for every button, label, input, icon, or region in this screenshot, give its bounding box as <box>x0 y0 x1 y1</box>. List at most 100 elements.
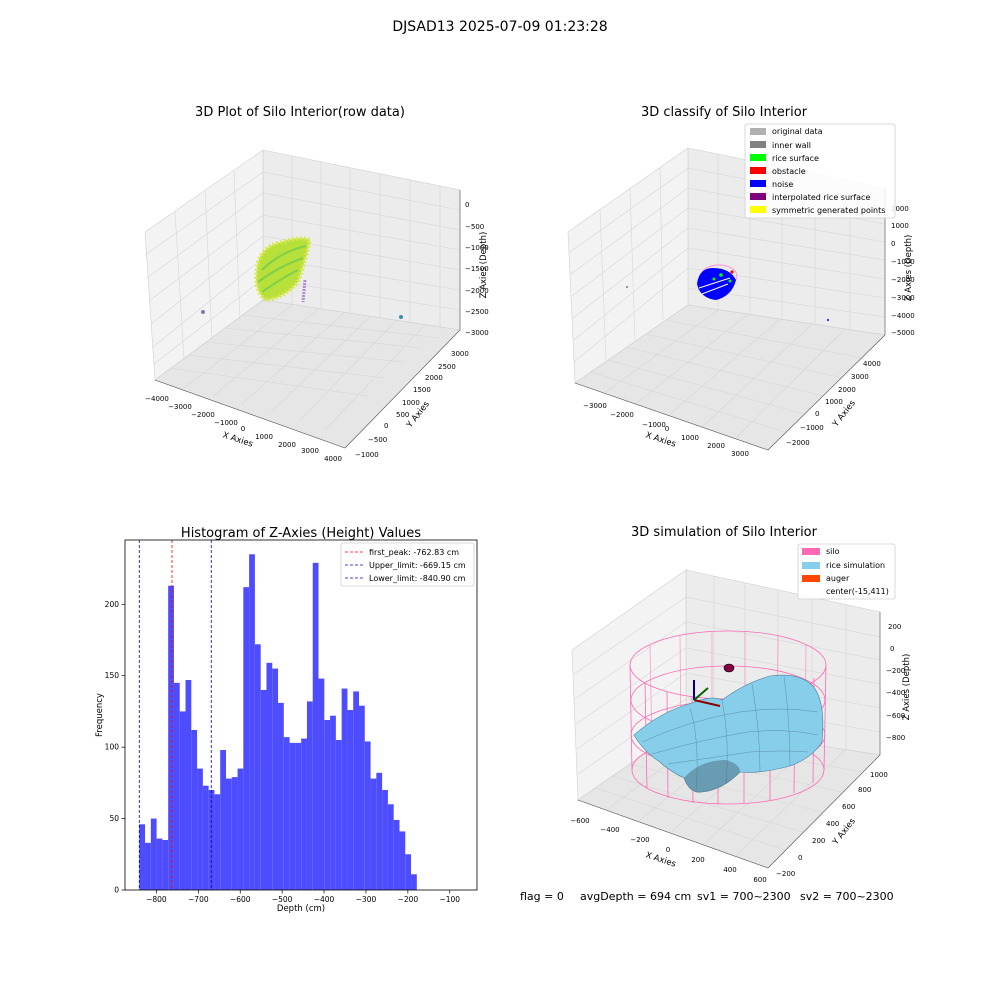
raw-x-tick: −4000 <box>145 395 169 403</box>
simulation-z-tick: −600 <box>886 712 905 720</box>
classify-x-tick: −2000 <box>610 411 634 419</box>
legend-swatch-symmetric <box>750 206 766 213</box>
legend-swatch-interpolated <box>750 193 766 200</box>
histogram-bar <box>306 701 313 890</box>
histogram-bar <box>283 737 290 890</box>
histogram-bar <box>278 702 284 890</box>
raw-z-label: Z Axies (Depth) <box>479 232 489 299</box>
histogram-legend-label: Upper_limit: -669.15 cm <box>369 561 466 570</box>
classify-axes-box: −3000 −2000 −1000 0 1000 2000 3000 X Axi… <box>567 123 915 458</box>
histogram-y-tick-label: 100 <box>105 743 120 752</box>
histogram-bar <box>254 644 261 890</box>
simulation-x-tick: 400 <box>723 866 736 874</box>
legend-label-interpolated: interpolated rice surface <box>772 193 870 202</box>
raw-axes-box: −4000 −3000 −2000 −1000 0 1000 2000 3000… <box>144 149 489 463</box>
simulation-x-tick: 0 <box>666 846 670 854</box>
raw-x-label: X Axies <box>221 430 254 449</box>
simulation-x-tick: 200 <box>691 856 704 864</box>
legend-label-rice: rice simulation <box>826 561 885 570</box>
histogram-bar <box>156 838 163 890</box>
rice-surface-shadow <box>684 760 740 793</box>
classify-x-tick: 0 <box>665 425 669 433</box>
simulation-z-tick: −800 <box>886 734 905 742</box>
histogram-bar <box>301 738 307 890</box>
histogram-bar <box>191 730 198 890</box>
classify-y-tick: 4000 <box>863 360 881 368</box>
histogram-bars <box>139 554 417 890</box>
histogram-bar <box>220 750 226 890</box>
raw-z-tick: −2500 <box>465 308 489 316</box>
simulation-z-axis: −800 −600 −400 −200 0 200 Z Axies (Depth… <box>879 612 912 755</box>
legend-swatch-original-data <box>750 128 766 135</box>
legend-swatch-auger <box>802 575 820 582</box>
legend-label-inner-wall: inner wall <box>772 141 811 150</box>
classify-z-tick: −3000 <box>891 294 915 302</box>
histogram-bar <box>272 668 279 890</box>
raw-point-cloud <box>201 236 403 319</box>
histogram-bar <box>393 820 400 890</box>
raw-z-tick: −1000 <box>465 244 489 252</box>
histogram-y-ticks: 0 50 100 150 200 <box>105 600 125 895</box>
raw-y-axis: −1000 −500 0 500 1000 1500 2000 2500 300… <box>344 329 469 459</box>
status-sv1: sv1 = 700~2300 <box>697 890 791 903</box>
simulation-y-tick: 400 <box>826 820 839 828</box>
histogram-bar <box>330 715 336 890</box>
classify-title: 3D classify of Silo Interior <box>641 105 808 120</box>
simulation-y-tick: 800 <box>858 786 871 794</box>
classify-z-tick: −4000 <box>891 312 915 320</box>
legend-label-obstacle: obstacle <box>772 167 806 176</box>
histogram-bar <box>364 741 371 890</box>
status-avg-depth: avgDepth = 694 cm <box>580 890 691 903</box>
raw-y-tick: −1000 <box>355 451 379 459</box>
simulation-z-tick: −400 <box>886 689 905 697</box>
classify-rice-surface-point <box>728 279 732 283</box>
raw-z-tick: −1500 <box>465 265 489 273</box>
histogram-bar <box>387 804 394 890</box>
classify-z-axis: −5000 −4000 −3000 −2000 −1000 0 1000 200… <box>884 188 915 337</box>
histogram-bar <box>399 831 406 890</box>
raw-x-tick: −3000 <box>168 403 192 411</box>
simulation-z-tick: 0 <box>890 645 894 653</box>
raw-z-tick: −2000 <box>465 287 489 295</box>
raw-vertical-column <box>301 279 307 303</box>
raw-x-tick: 4000 <box>324 455 342 463</box>
histogram-x-tick-label: −700 <box>188 895 209 904</box>
simulation-legend: silo rice simulation auger center(-15,41… <box>797 543 896 600</box>
histogram-bar <box>150 818 157 890</box>
raw-y-tick: 1500 <box>413 386 431 394</box>
classify-y-tick: 2000 <box>838 386 856 394</box>
simulation-x-tick: −600 <box>570 817 589 825</box>
raw-x-tick: −2000 <box>191 411 215 419</box>
simulation-z-label: Z Axies (Depth) <box>902 654 912 721</box>
raw-y-tick: 3000 <box>451 350 469 358</box>
histogram-legend-frame <box>340 542 475 587</box>
histogram-x-tick-label: −600 <box>230 895 251 904</box>
histogram-x-tick-label: −800 <box>146 895 167 904</box>
subplot-simulation: 3D simulation of Silo Interior <box>570 525 912 884</box>
histogram-title: Histogram of Z-Axies (Height) Values <box>181 526 421 541</box>
simulation-axes-box: −600 −400 −200 0 200 400 600 X Axies −20… <box>570 543 912 884</box>
histogram-y-tick-label: 200 <box>105 600 120 609</box>
subplot-classify: 3D classify of Silo Interior <box>567 105 915 458</box>
classify-z-tick: −5000 <box>891 329 915 337</box>
histogram-bar <box>145 842 151 890</box>
histogram-x-label: Depth (cm) <box>277 904 325 914</box>
classify-y-tick: −1000 <box>800 424 824 432</box>
raw-x-tick: 2000 <box>278 441 296 449</box>
classify-z-tick: −2000 <box>891 276 915 284</box>
histogram-bar <box>411 874 417 890</box>
histogram-bar <box>185 680 192 890</box>
histogram-y-tick-label: 50 <box>109 814 119 823</box>
raw-point-cloud-stripes <box>257 245 307 293</box>
raw-z-tick: 0 <box>465 201 469 209</box>
histogram-bar <box>173 682 180 890</box>
classify-z-tick: 2000 <box>891 205 909 213</box>
classify-x-tick: 3000 <box>731 450 749 458</box>
histogram-bar <box>197 768 203 890</box>
histogram-x-tick-label: −400 <box>314 895 335 904</box>
histogram-bar <box>266 662 273 890</box>
histogram-y-tick-label: 150 <box>105 671 120 680</box>
raw-outlier-point <box>201 310 205 314</box>
simulation-y-tick: 0 <box>798 854 802 862</box>
classify-z-tick: −1000 <box>891 258 915 266</box>
